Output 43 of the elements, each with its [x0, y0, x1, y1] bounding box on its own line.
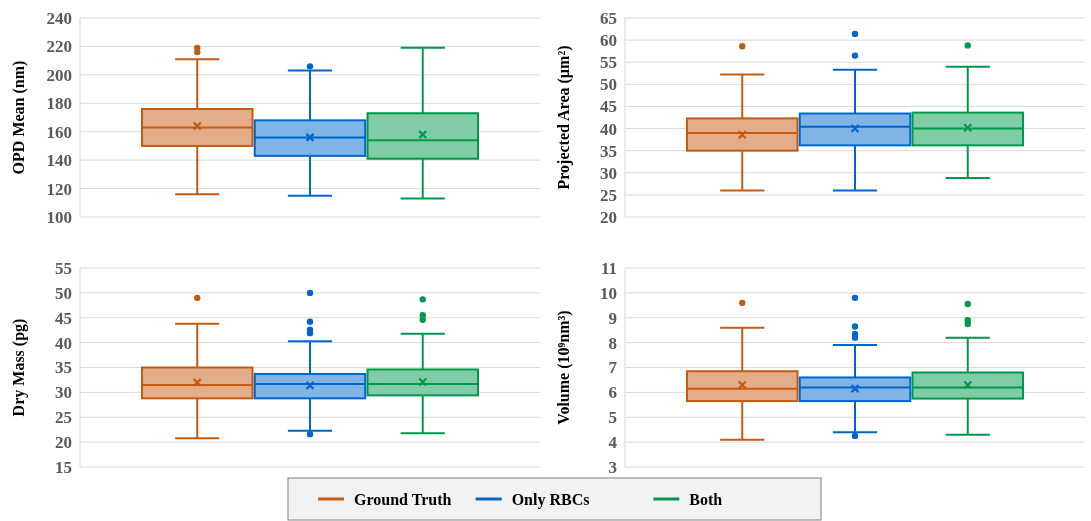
y-tick-label: 220	[46, 37, 72, 57]
y-tick-label: 8	[608, 333, 617, 353]
y-tick-label: 45	[55, 308, 72, 328]
y-tick-label: 180	[46, 94, 72, 114]
legend-label: Ground Truth	[354, 490, 452, 508]
y-axis-title: Projected Area (µm²)	[555, 45, 573, 190]
y-tick-label: 55	[600, 53, 617, 73]
y-tick-label: 25	[55, 408, 72, 428]
y-tick-label: 55	[55, 258, 72, 278]
y-axis-title: OPD Mean (nm)	[10, 60, 28, 175]
y-tick-label: 120	[46, 179, 72, 199]
y-tick-label: 15	[55, 457, 72, 477]
y-tick-label: 30	[600, 163, 617, 183]
legend-label: Both	[689, 490, 723, 508]
y-tick-label: 200	[46, 65, 72, 85]
y-tick-label: 30	[55, 383, 72, 403]
y-tick-label: 4	[608, 433, 618, 453]
y-tick-label: 100	[46, 207, 72, 227]
y-tick-label: 35	[600, 141, 617, 161]
y-tick-label: 40	[600, 119, 617, 139]
y-tick-label: 140	[46, 151, 72, 171]
y-tick-label: 9	[608, 308, 617, 328]
y-tick-label: 3	[608, 457, 617, 477]
y-tick-label: 40	[55, 333, 72, 353]
y-tick-label: 35	[55, 358, 72, 378]
y-tick-label: 25	[600, 185, 617, 205]
y-tick-label: 6	[608, 383, 617, 403]
y-tick-label: 240	[46, 8, 72, 28]
y-tick-label: 60	[600, 31, 617, 51]
y-tick-label: 11	[600, 258, 617, 278]
y-axis-title: Volume (10⁹nm³)	[555, 310, 573, 425]
legend-label: Only RBCs	[511, 490, 590, 509]
y-tick-label: 50	[600, 75, 617, 95]
y-tick-label: 160	[46, 122, 72, 142]
y-tick-label: 45	[600, 97, 617, 117]
y-tick-label: 5	[608, 408, 617, 428]
y-tick-label: 7	[608, 358, 618, 378]
y-tick-label: 20	[55, 433, 72, 453]
y-tick-label: 20	[600, 207, 617, 227]
y-tick-label: 65	[600, 8, 617, 28]
y-axis-title: Dry Mass (pg)	[10, 318, 28, 417]
y-tick-label: 50	[55, 283, 72, 303]
y-tick-label: 10	[600, 283, 617, 303]
